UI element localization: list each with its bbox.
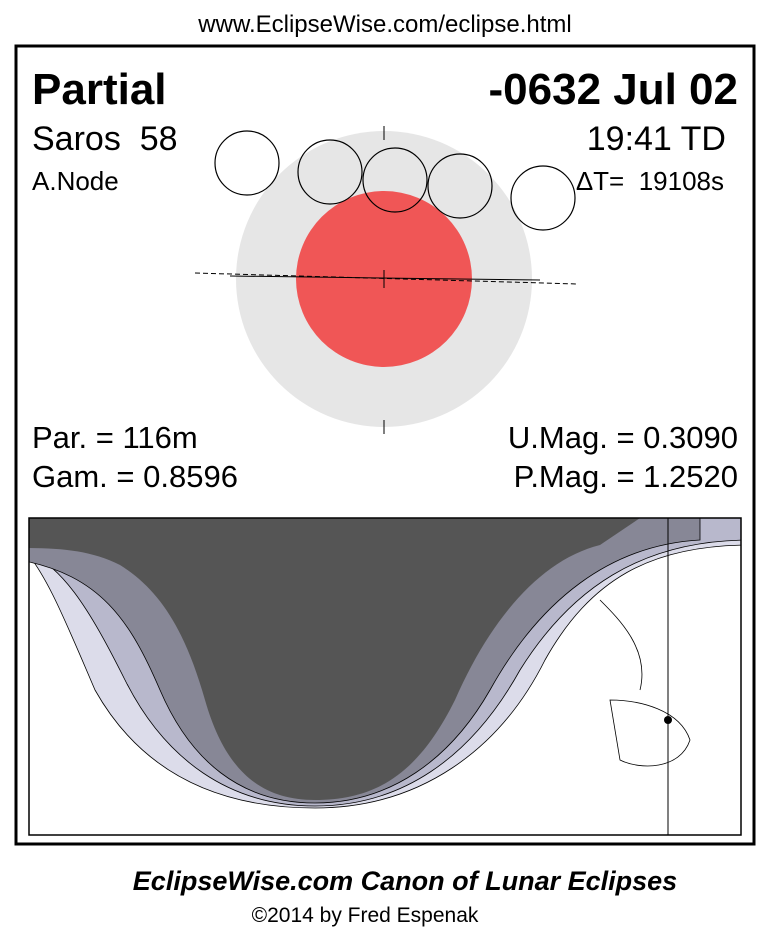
- gamma: Gam. = 0.8596: [32, 459, 238, 494]
- coastline: [599, 599, 691, 767]
- par: Par. = 116m: [32, 420, 198, 455]
- umbral-zone: [29, 518, 640, 800]
- saros: Saros 58: [32, 120, 178, 158]
- moon: [510, 165, 576, 231]
- umag: U.Mag. = 0.3090: [508, 420, 738, 455]
- map: [28, 517, 742, 836]
- node: A.Node: [32, 166, 119, 196]
- delta-t: ΔT= 19108s: [576, 166, 724, 196]
- moon: [297, 139, 363, 205]
- moon: [214, 130, 280, 196]
- date: -0632 Jul 02: [489, 65, 739, 114]
- moon: [427, 153, 493, 219]
- copyright: ©2014 by Fred Espenak: [252, 904, 479, 927]
- greatest-eclipse: [664, 716, 672, 724]
- moon: [362, 147, 428, 213]
- pmag: P.Mag. = 1.2520: [514, 459, 738, 494]
- time: 19:41 TD: [587, 120, 726, 158]
- type: Partial: [32, 65, 167, 114]
- url: www.EclipseWise.com/eclipse.html: [197, 11, 571, 38]
- moon-diagram: [194, 126, 579, 434]
- map-border: [28, 517, 742, 836]
- axis: [229, 275, 541, 281]
- footer-title: EclipseWise.com Canon of Lunar Eclipses: [133, 866, 677, 896]
